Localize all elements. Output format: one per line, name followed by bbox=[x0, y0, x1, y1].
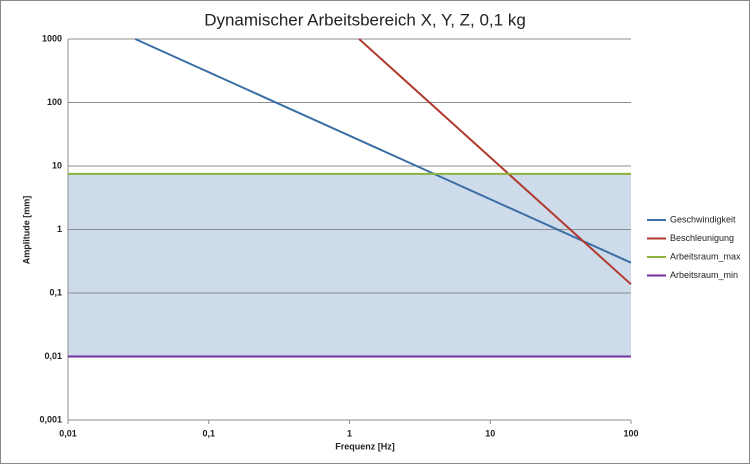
legend-label: Arbeitsraum_max bbox=[670, 251, 741, 261]
y-axis-label: Amplitude [mm] bbox=[21, 196, 31, 265]
y-tick-label: 10 bbox=[52, 160, 62, 170]
x-tick-label: 10 bbox=[485, 428, 495, 438]
y-tick-label: 0,1 bbox=[49, 287, 62, 297]
legend-label: Geschwindigkeit bbox=[670, 214, 736, 224]
y-tick-label: 0,01 bbox=[44, 351, 62, 361]
x-tick-label: 0,01 bbox=[59, 428, 77, 438]
y-tick-label: 1000 bbox=[42, 33, 62, 43]
y-tick-label: 1 bbox=[57, 224, 62, 234]
working-area bbox=[68, 173, 631, 357]
y-tick-label: 0,001 bbox=[39, 414, 62, 424]
x-tick-label: 0,1 bbox=[202, 428, 215, 438]
x-tick-label: 1 bbox=[347, 428, 352, 438]
x-tick-label: 100 bbox=[623, 428, 638, 438]
x-axis-label: Frequenz [Hz] bbox=[335, 441, 395, 451]
y-tick-label: 100 bbox=[47, 97, 62, 107]
data-line bbox=[358, 38, 632, 286]
legend-label: Beschleunigung bbox=[670, 233, 734, 243]
chart-title: Dynamischer Arbeitsbereich X, Y, Z, 0,1 … bbox=[204, 10, 526, 29]
data-line bbox=[134, 38, 632, 264]
legend-label: Arbeitsraum_min bbox=[670, 270, 738, 280]
